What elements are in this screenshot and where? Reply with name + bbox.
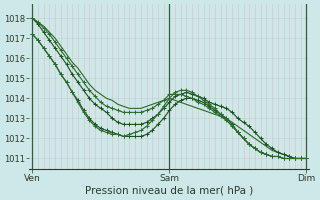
X-axis label: Pression niveau de la mer( hPa ): Pression niveau de la mer( hPa ) — [85, 186, 253, 196]
